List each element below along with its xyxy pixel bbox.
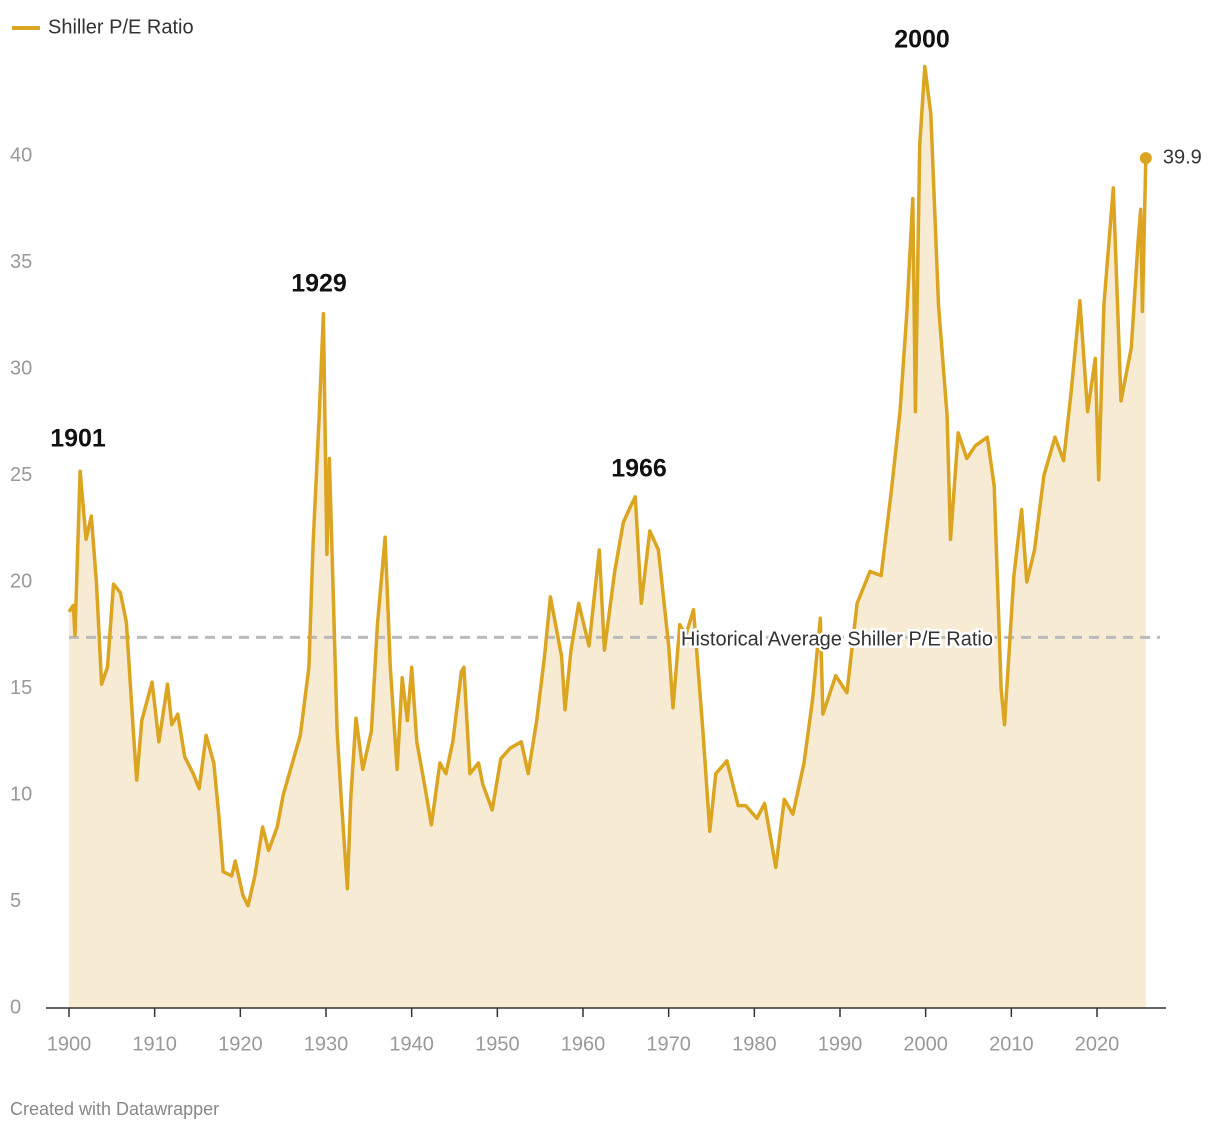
x-tick-label: 2000 bbox=[903, 1033, 948, 1055]
x-tick-label: 2010 bbox=[989, 1033, 1034, 1055]
y-tick-label: 0 bbox=[10, 996, 21, 1018]
y-tick-label: 20 bbox=[10, 570, 32, 592]
area bbox=[69, 66, 1146, 1008]
x-tick-label: 1950 bbox=[475, 1033, 520, 1055]
peak-label: 2000 bbox=[894, 26, 950, 54]
x-tick-label: 1980 bbox=[732, 1033, 777, 1055]
peak-label: 1966 bbox=[611, 455, 667, 483]
x-tick-label: 1930 bbox=[304, 1033, 349, 1055]
x-tick-label: 1990 bbox=[818, 1033, 863, 1055]
x-tick-label: 1940 bbox=[389, 1033, 434, 1055]
y-tick-label: 30 bbox=[10, 357, 32, 379]
x-tick-label: 1900 bbox=[47, 1033, 92, 1055]
x-tick-label: 1960 bbox=[561, 1033, 606, 1055]
end-dot bbox=[1139, 152, 1152, 165]
x-tick-label: 2020 bbox=[1075, 1033, 1120, 1055]
y-tick-label: 40 bbox=[10, 144, 32, 166]
x-tick-label: 1910 bbox=[132, 1033, 177, 1055]
y-tick-label: 10 bbox=[10, 783, 32, 805]
peak-label: 1901 bbox=[50, 425, 106, 453]
y-tick-label: 15 bbox=[10, 677, 32, 699]
footer: Created with Datawrapper bbox=[10, 1099, 219, 1119]
y-tick-label: 35 bbox=[10, 251, 32, 273]
average-label: Historical Average Shiller P/E Ratio bbox=[681, 629, 993, 651]
y-tick-label: 5 bbox=[10, 890, 21, 912]
y-tick-label: 25 bbox=[10, 464, 32, 486]
area-line bbox=[67, 64, 1148, 908]
x-tick-label: 1920 bbox=[218, 1033, 263, 1055]
end-label: 39.9 bbox=[1163, 146, 1202, 168]
x-tick-label: 1970 bbox=[646, 1033, 691, 1055]
legend-label: Shiller P/E Ratio bbox=[48, 16, 194, 38]
peak-label: 1929 bbox=[291, 270, 347, 298]
